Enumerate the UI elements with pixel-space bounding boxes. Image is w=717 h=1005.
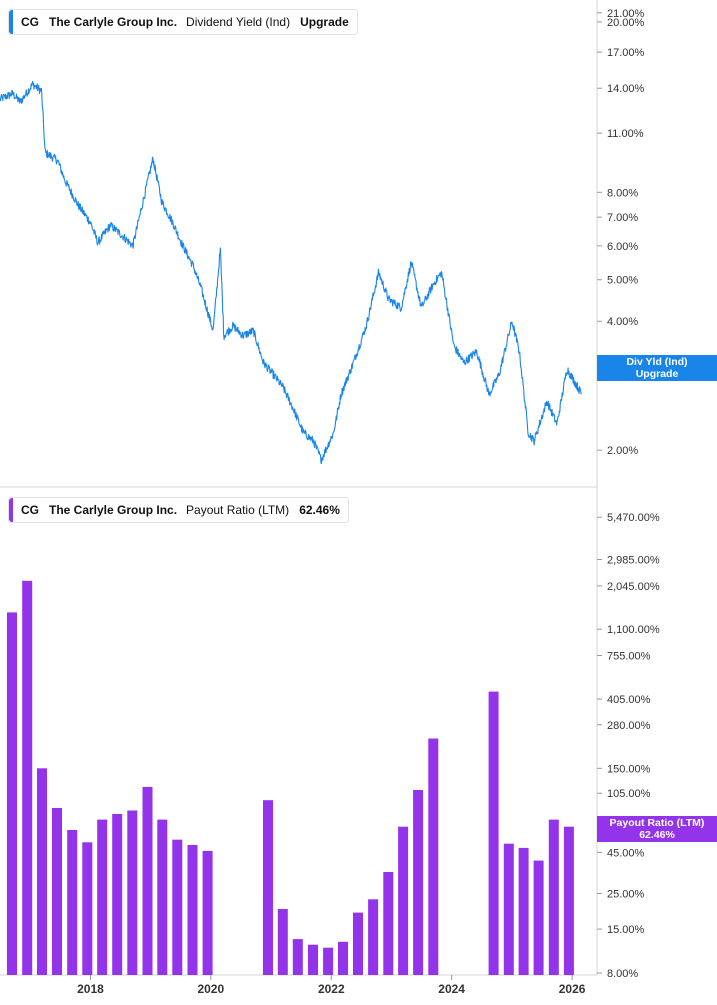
payout-legend-metric: Payout Ratio (LTM) bbox=[186, 503, 290, 517]
x-tick-label: 2024 bbox=[438, 982, 465, 996]
payout-bar bbox=[428, 738, 439, 975]
yield-legend[interactable]: CG The Carlyle Group Inc. Dividend Yield… bbox=[8, 9, 358, 35]
payout-bar bbox=[97, 819, 108, 975]
payout-legend-company: The Carlyle Group Inc. bbox=[49, 503, 178, 517]
payout-legend[interactable]: CG The Carlyle Group Inc. Payout Ratio (… bbox=[8, 497, 349, 523]
yield-y-tick-label: 5.00% bbox=[607, 275, 638, 287]
payout-legend-ticker: CG bbox=[21, 503, 39, 517]
payout-bar bbox=[292, 939, 303, 975]
yield-legend-metric: Dividend Yield (Ind) bbox=[186, 15, 291, 29]
yield-y-tick-label: 20.00% bbox=[607, 17, 645, 29]
yield-y-tick-label: 17.00% bbox=[607, 47, 645, 59]
payout-bar bbox=[187, 845, 198, 975]
payout-bar bbox=[518, 847, 529, 975]
payout-bar bbox=[353, 912, 363, 975]
yield-y-tick-label: 14.00% bbox=[607, 83, 645, 95]
payout-y-tick-label: 2,985.00% bbox=[607, 555, 660, 567]
yield-y-tick-label: 11.00% bbox=[607, 128, 644, 140]
payout-y-tick-label: 8.00% bbox=[607, 968, 638, 980]
payout-y-tick-label: 105.00% bbox=[607, 788, 651, 800]
payout-bar bbox=[157, 819, 168, 975]
yield-legend-swatch bbox=[9, 10, 13, 34]
payout-bar bbox=[413, 790, 424, 975]
payout-bar bbox=[323, 947, 334, 975]
yield-y-tick-label: 21.00% bbox=[607, 8, 645, 20]
payout-bar bbox=[368, 899, 379, 975]
payout-legend-value: 62.46% bbox=[299, 503, 340, 517]
payout-y-axis: 8.00% 15.00% 25.00% 45.00% 105.00% 150.00% 280… bbox=[597, 512, 660, 980]
yield-y-tick-label: 7.00% bbox=[607, 212, 638, 224]
dividend-yield-line bbox=[0, 80, 582, 464]
payout-bar bbox=[383, 872, 394, 975]
payout-bar bbox=[338, 941, 348, 975]
yield-legend-upgrade-link[interactable]: Upgrade bbox=[300, 15, 349, 29]
x-tick-label: 2026 bbox=[559, 982, 586, 996]
payout-bar bbox=[503, 843, 514, 975]
payout-y-tick-label: 755.00% bbox=[607, 650, 651, 662]
yield-legend-company: The Carlyle Group Inc. bbox=[49, 15, 178, 29]
payout-value-tag: Payout Ratio (LTM) 62.46% bbox=[597, 816, 717, 842]
payout-y-tick-label: 45.00% bbox=[607, 847, 645, 859]
payout-bar bbox=[277, 909, 288, 975]
payout-bar bbox=[52, 808, 62, 975]
yield-y-tick-label: 6.00% bbox=[607, 241, 638, 253]
payout-bar bbox=[37, 768, 47, 975]
payout-y-tick-label: 1,100.00% bbox=[607, 624, 660, 636]
yield-y-tick-label: 4.00% bbox=[607, 316, 638, 328]
payout-bar bbox=[82, 842, 93, 975]
payout-y-tick-label: 2,045.00% bbox=[607, 581, 660, 593]
yield-y-tick-label: 2.00% bbox=[607, 445, 638, 457]
payout-y-tick-label: 5,470.00% bbox=[607, 512, 660, 524]
x-tick-label: 2022 bbox=[318, 982, 345, 996]
x-axis: 2018 2020 2022 2024 2026 bbox=[77, 975, 586, 996]
payout-bar bbox=[112, 814, 123, 975]
yield-value-tag[interactable]: Div Yld (Ind) Upgrade bbox=[597, 355, 717, 381]
yield-tag-upgrade[interactable]: Upgrade bbox=[635, 368, 679, 380]
payout-bar bbox=[7, 612, 17, 975]
x-tick-label: 2020 bbox=[197, 982, 224, 996]
payout-bar bbox=[488, 691, 499, 975]
payout-bar bbox=[22, 580, 33, 975]
payout-y-tick-label: 280.00% bbox=[607, 720, 651, 732]
payout-bar bbox=[67, 830, 78, 975]
payout-bar bbox=[202, 850, 213, 975]
payout-y-tick-label: 150.00% bbox=[607, 763, 651, 775]
payout-bar bbox=[142, 786, 153, 975]
payout-y-tick-label: 405.00% bbox=[607, 694, 651, 706]
payout-ratio-bars bbox=[7, 580, 574, 975]
payout-bar bbox=[563, 826, 574, 975]
payout-tag-label: Payout Ratio (LTM) bbox=[609, 817, 705, 829]
payout-y-tick-label: 25.00% bbox=[607, 888, 645, 900]
payout-bar bbox=[548, 819, 559, 975]
payout-bar bbox=[398, 826, 409, 975]
yield-y-axis: 2.00%3.00%4.00%5.00%6.00%7.00%8.00%11.00… bbox=[597, 8, 645, 457]
payout-bar bbox=[127, 810, 138, 975]
payout-bar bbox=[172, 839, 183, 975]
payout-legend-swatch bbox=[9, 498, 13, 522]
yield-legend-ticker: CG bbox=[21, 15, 39, 29]
payout-tag-value: 62.46% bbox=[639, 829, 675, 841]
x-tick-label: 2018 bbox=[77, 982, 104, 996]
payout-y-tick-label: 15.00% bbox=[607, 924, 645, 936]
payout-bar bbox=[263, 800, 273, 975]
payout-bar bbox=[533, 860, 544, 975]
yield-tag-label: Div Yld (Ind) bbox=[626, 356, 688, 368]
yield-y-tick-label: 8.00% bbox=[607, 187, 638, 199]
payout-bar bbox=[308, 944, 318, 975]
